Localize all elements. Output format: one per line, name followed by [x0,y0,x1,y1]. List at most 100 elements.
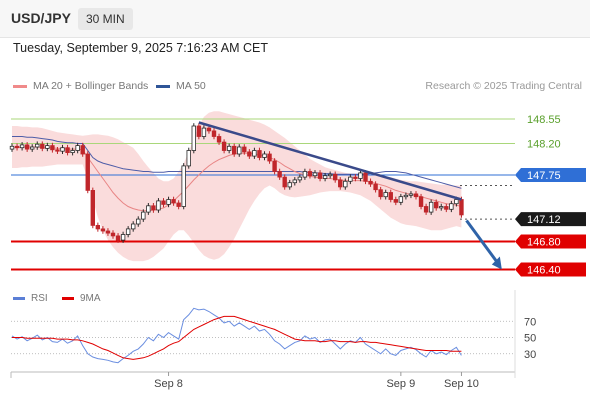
candle-body [55,149,60,152]
candle-body [130,223,136,230]
candle-body [45,145,50,149]
candle-body [60,147,65,152]
candle-body [343,180,348,188]
candle-body [368,180,373,185]
candle-body [176,202,181,207]
level-label-146-80: 146.80 [527,237,561,249]
candle-body [398,196,404,203]
legend-item-ma50: MA 50 [156,80,206,92]
rsi-9ma-line [12,315,462,360]
candle-body [459,199,464,216]
candle-body [186,150,191,167]
candle-body [287,182,292,188]
legend-label-ma50: MA 50 [176,80,206,92]
candle-body [373,183,378,191]
chart-header-bar: USD/JPY 30 MIN [0,0,590,38]
interval-button[interactable]: 30 MIN [78,8,133,30]
candle-body [237,146,242,155]
candle-body [19,144,25,149]
legend-item-rsi: RSI [13,293,48,304]
level-tag-147-12 [515,212,586,227]
forecast-arrow-line [465,219,501,266]
candle-body [211,130,217,137]
candle-body [317,172,323,179]
candle-body [231,145,237,155]
candle-body [226,145,232,151]
candle-body [40,143,45,149]
rsi-tick-30: 30 [524,349,536,361]
candle-body [196,125,202,137]
candle-body [85,153,90,191]
level-label-147-12: 147.12 [527,214,561,226]
candle-body [29,146,35,150]
candle-body [115,235,121,241]
candle-body [403,194,409,198]
candle-body [35,143,40,148]
level-label-146-40: 146.40 [527,265,561,277]
legend-item-9ma: 9MA [62,293,101,304]
downtrend-line [198,121,462,201]
candle-body [428,201,434,213]
candle-body [322,175,328,179]
candle-body [100,228,106,232]
candle-body [50,145,55,151]
candle-body [151,205,156,211]
candle-body [9,145,15,150]
legend-swatch-ma50 [156,84,170,88]
rsi-line [11,307,462,364]
legend-swatch-9ma [62,297,74,300]
forecast-arrow-head [491,256,502,270]
candle-body [247,151,252,157]
candle-body [156,200,161,211]
candle-body [388,192,393,200]
candle-body [272,160,277,172]
candle-body [65,147,70,153]
level-label-147-75: 147.75 [527,170,561,182]
candle-body [105,230,111,234]
candle-body [433,201,439,209]
rsi-tick-50: 50 [524,333,536,345]
candle-body [307,171,313,177]
candle-body [24,144,30,150]
source-credit: Research © 2025 Trading Central [425,80,582,92]
legend-label-rsi: RSI [31,293,48,304]
candle-body [161,200,166,205]
candle-body [267,153,272,162]
level-label-148-55: 148.55 [527,114,561,126]
legend-label-9ma: 9MA [80,293,101,304]
symbol-label: USD/JPY [11,10,71,26]
candle-body [383,192,388,198]
candle-body [423,206,429,213]
candle-body [146,205,151,213]
rsi-tick-70: 70 [524,316,536,328]
legend-swatch-rsi [13,297,25,300]
candle-body [257,150,262,158]
candle-body [408,193,414,196]
x-tick-label: Sep 10 [444,378,479,390]
candle-body [201,127,207,137]
candle-body [171,199,176,204]
candle-body [166,199,171,205]
candle-body [110,232,116,237]
candle-body [348,176,353,182]
candle-body [444,206,449,210]
level-tag-147-75 [515,168,586,182]
candle-body [14,145,20,149]
x-tick-label: Sep 9 [386,378,415,390]
candle-body [393,199,398,203]
candle-body [327,173,333,177]
candle-body [191,125,196,151]
legend-label-ma20: MA 20 + Bollinger Bands [33,80,149,92]
candle-body [418,196,424,207]
legend-item-ma20: MA 20 + Bollinger Bands [13,80,148,92]
candle-body [141,211,146,220]
candle-body [221,141,227,151]
candle-body [439,206,444,209]
candle-body [252,150,257,157]
candle-body [80,145,85,155]
candle-body [302,171,308,178]
legend-swatch-ma20 [13,84,27,88]
bollinger-band [12,111,462,262]
candle-body [338,179,343,188]
